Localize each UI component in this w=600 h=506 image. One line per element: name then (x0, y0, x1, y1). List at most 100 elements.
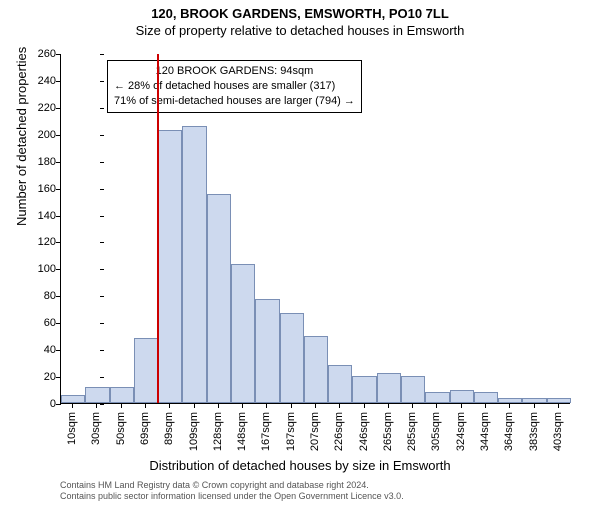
x-tick-label: 383sqm (528, 412, 540, 451)
x-tick-mark (534, 404, 535, 408)
page-subtitle: Size of property relative to detached ho… (0, 23, 600, 38)
x-tick-mark (242, 404, 243, 408)
y-tick-label: 260 (20, 48, 56, 60)
y-tick-mark (56, 269, 61, 270)
y-tick-label: 120 (20, 236, 56, 248)
y-tick-label: 220 (20, 102, 56, 114)
y-tick-mark (100, 377, 104, 378)
y-tick-mark (56, 81, 61, 82)
annotation-line3: 71% of semi-detached houses are larger (… (114, 94, 355, 109)
histogram-bar (450, 390, 474, 403)
histogram-bar (207, 194, 231, 403)
histogram-bar (85, 387, 109, 403)
page-title-address: 120, BROOK GARDENS, EMSWORTH, PO10 7LL (0, 6, 600, 21)
annotation-line2: ← 28% of detached houses are smaller (31… (114, 79, 355, 94)
histogram-bar (61, 395, 85, 403)
x-tick-mark (169, 404, 170, 408)
histogram-bar (231, 264, 255, 403)
histogram-bar (134, 338, 158, 403)
x-tick-label: 324sqm (455, 412, 467, 451)
x-tick-label: 128sqm (212, 412, 224, 451)
y-tick-label: 160 (20, 183, 56, 195)
x-tick-mark (291, 404, 292, 408)
x-tick-mark (436, 404, 437, 408)
y-tick-mark (56, 323, 61, 324)
y-tick-mark (100, 108, 104, 109)
y-tick-label: 200 (20, 129, 56, 141)
y-tick-mark (100, 189, 104, 190)
annotation-line1: 120 BROOK GARDENS: 94sqm (114, 64, 355, 79)
y-tick-mark (56, 296, 61, 297)
histogram-bar (352, 376, 376, 403)
histogram-bar (522, 398, 546, 403)
histogram-bar (377, 373, 401, 403)
y-tick-mark (100, 54, 104, 55)
y-tick-mark (56, 242, 61, 243)
x-tick-label: 187sqm (285, 412, 297, 451)
footer-line2: Contains public sector information licen… (60, 491, 404, 502)
y-tick-mark (100, 323, 104, 324)
x-tick-mark (315, 404, 316, 408)
x-tick-mark (509, 404, 510, 408)
y-tick-mark (56, 189, 61, 190)
y-tick-label: 0 (20, 398, 56, 410)
x-tick-mark (364, 404, 365, 408)
x-tick-mark (218, 404, 219, 408)
y-tick-mark (100, 135, 104, 136)
histogram-bar (425, 392, 449, 403)
x-tick-label: 167sqm (260, 412, 272, 451)
y-tick-mark (100, 269, 104, 270)
footer-attribution: Contains HM Land Registry data © Crown c… (60, 480, 404, 503)
annotation-box: 120 BROOK GARDENS: 94sqm ← 28% of detach… (107, 60, 362, 113)
x-tick-label: 265sqm (382, 412, 394, 451)
histogram-bar (547, 398, 571, 403)
y-tick-mark (56, 377, 61, 378)
y-tick-label: 240 (20, 75, 56, 87)
y-tick-mark (56, 216, 61, 217)
x-tick-label: 344sqm (479, 412, 491, 451)
y-tick-mark (56, 350, 61, 351)
x-tick-label: 207sqm (309, 412, 321, 451)
x-tick-mark (266, 404, 267, 408)
y-tick-label: 40 (20, 344, 56, 356)
x-tick-mark (339, 404, 340, 408)
histogram-bar (304, 336, 328, 403)
x-tick-mark (412, 404, 413, 408)
y-tick-mark (56, 135, 61, 136)
x-tick-label: 285sqm (406, 412, 418, 451)
x-tick-label: 305sqm (430, 412, 442, 451)
x-tick-mark (558, 404, 559, 408)
x-tick-mark (145, 404, 146, 408)
reference-line (157, 54, 159, 403)
chart-container: 120 BROOK GARDENS: 94sqm ← 28% of detach… (60, 54, 570, 404)
y-tick-mark (56, 162, 61, 163)
y-tick-label: 20 (20, 371, 56, 383)
histogram-bar (401, 376, 425, 403)
x-tick-label: 148sqm (236, 412, 248, 451)
x-tick-label: 364sqm (503, 412, 515, 451)
histogram-bar (110, 387, 134, 403)
x-tick-label: 10sqm (66, 412, 78, 445)
x-tick-mark (194, 404, 195, 408)
plot-area: 120 BROOK GARDENS: 94sqm ← 28% of detach… (60, 54, 570, 404)
x-tick-label: 30sqm (90, 412, 102, 445)
x-tick-label: 89sqm (163, 412, 175, 445)
y-tick-mark (100, 296, 104, 297)
histogram-bar (158, 130, 182, 403)
y-tick-mark (100, 350, 104, 351)
x-axis-label: Distribution of detached houses by size … (0, 458, 600, 473)
y-tick-mark (100, 242, 104, 243)
histogram-bar (328, 365, 352, 403)
x-tick-label: 226sqm (333, 412, 345, 451)
x-tick-label: 50sqm (115, 412, 127, 445)
y-tick-mark (100, 81, 104, 82)
histogram-bar (280, 313, 304, 403)
x-tick-mark (121, 404, 122, 408)
y-tick-label: 60 (20, 317, 56, 329)
x-tick-mark (461, 404, 462, 408)
x-tick-label: 69sqm (139, 412, 151, 445)
x-tick-mark (96, 404, 97, 408)
y-tick-mark (100, 404, 104, 405)
y-tick-mark (56, 108, 61, 109)
x-tick-mark (388, 404, 389, 408)
